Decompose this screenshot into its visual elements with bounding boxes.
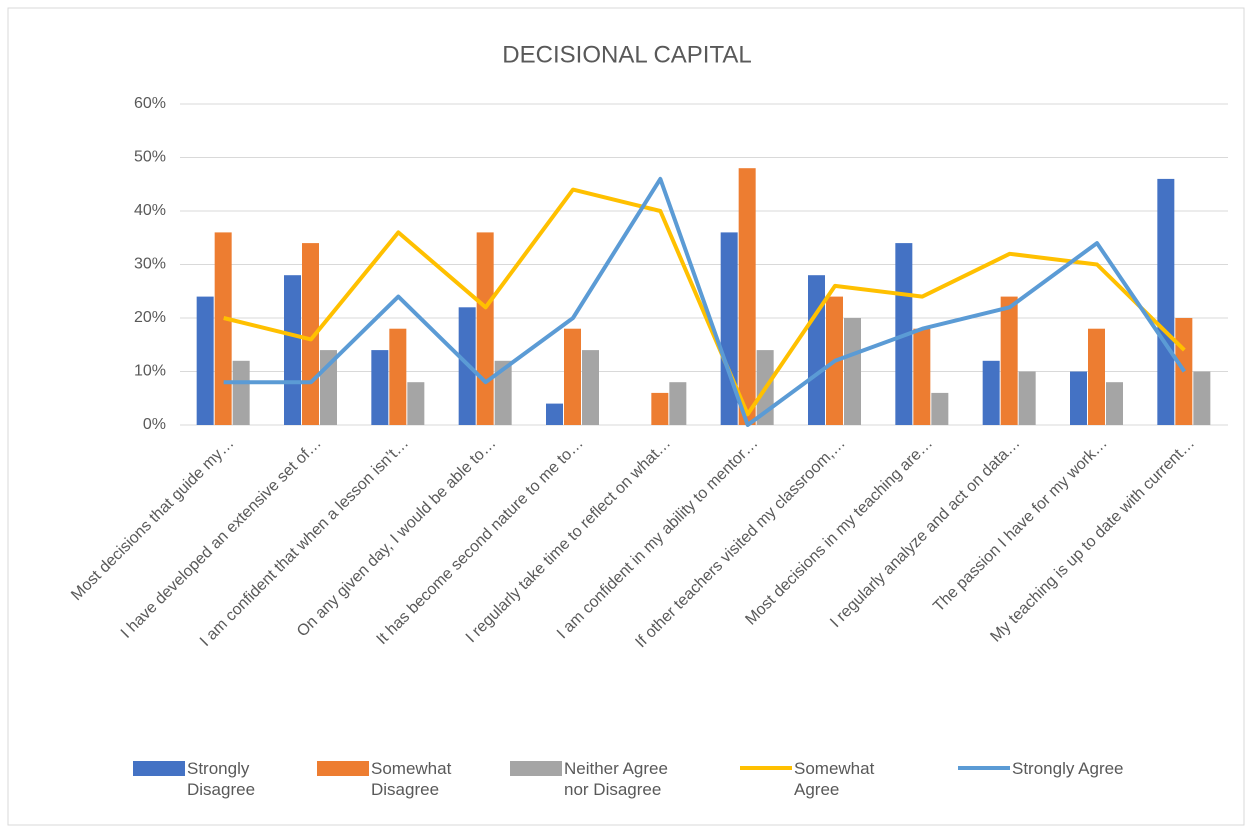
bar <box>214 232 232 425</box>
bar <box>494 360 512 425</box>
bar <box>1106 382 1123 425</box>
legend-item: Neither Agree nor Disagree <box>510 758 694 800</box>
legend-item: Strongly Disagree <box>133 758 277 800</box>
legend-item: Strongly Agree <box>958 758 1162 779</box>
bar <box>738 168 756 425</box>
bar <box>1070 371 1087 425</box>
bar <box>196 296 214 425</box>
y-tick-label: 40% <box>134 202 166 219</box>
legend-label: Somewhat Agree <box>794 759 875 799</box>
legend-item: Somewhat Disagree <box>317 758 461 800</box>
chart-title: DECISIONAL CAPITAL <box>502 41 751 68</box>
bar <box>407 382 425 425</box>
bar <box>1193 371 1211 425</box>
bar <box>982 360 1000 425</box>
bar <box>389 328 407 425</box>
line-series <box>223 187 1186 417</box>
legend-label: Neither Agree nor Disagree <box>564 759 668 799</box>
bar <box>808 275 825 425</box>
bar <box>284 275 301 425</box>
y-tick-label: 50% <box>134 149 166 166</box>
bar <box>582 350 599 425</box>
legend-swatch <box>740 766 792 770</box>
bar <box>651 392 669 425</box>
legend-label: Strongly Disagree <box>187 759 256 799</box>
legend-swatch <box>317 761 369 776</box>
bar <box>371 350 389 425</box>
legend-swatch <box>958 766 1010 770</box>
bar <box>1018 371 1036 425</box>
chart-border <box>7 7 1245 826</box>
y-tick-label: 60% <box>134 95 166 112</box>
legend-swatch <box>133 761 185 776</box>
bar <box>564 328 581 425</box>
bar <box>1088 328 1105 425</box>
bar <box>232 360 250 425</box>
bar <box>546 403 563 425</box>
line-series <box>223 176 1186 427</box>
legend-label: Somewhat Disagree <box>371 759 452 799</box>
bar <box>931 392 949 425</box>
y-tick-label: 0% <box>143 416 166 433</box>
bar <box>844 318 861 425</box>
bar <box>720 232 738 425</box>
legend-swatch <box>510 761 562 776</box>
bar <box>1000 296 1018 425</box>
bar <box>476 232 494 425</box>
legend-item: Somewhat Agree <box>740 758 914 800</box>
bar <box>913 328 931 425</box>
y-tick-label: 10% <box>134 363 166 380</box>
y-tick-label: 20% <box>134 309 166 326</box>
legend-label: Strongly Agree <box>1012 759 1124 778</box>
bar <box>669 382 687 425</box>
y-tick-label: 30% <box>134 256 166 273</box>
bar <box>1157 178 1175 425</box>
